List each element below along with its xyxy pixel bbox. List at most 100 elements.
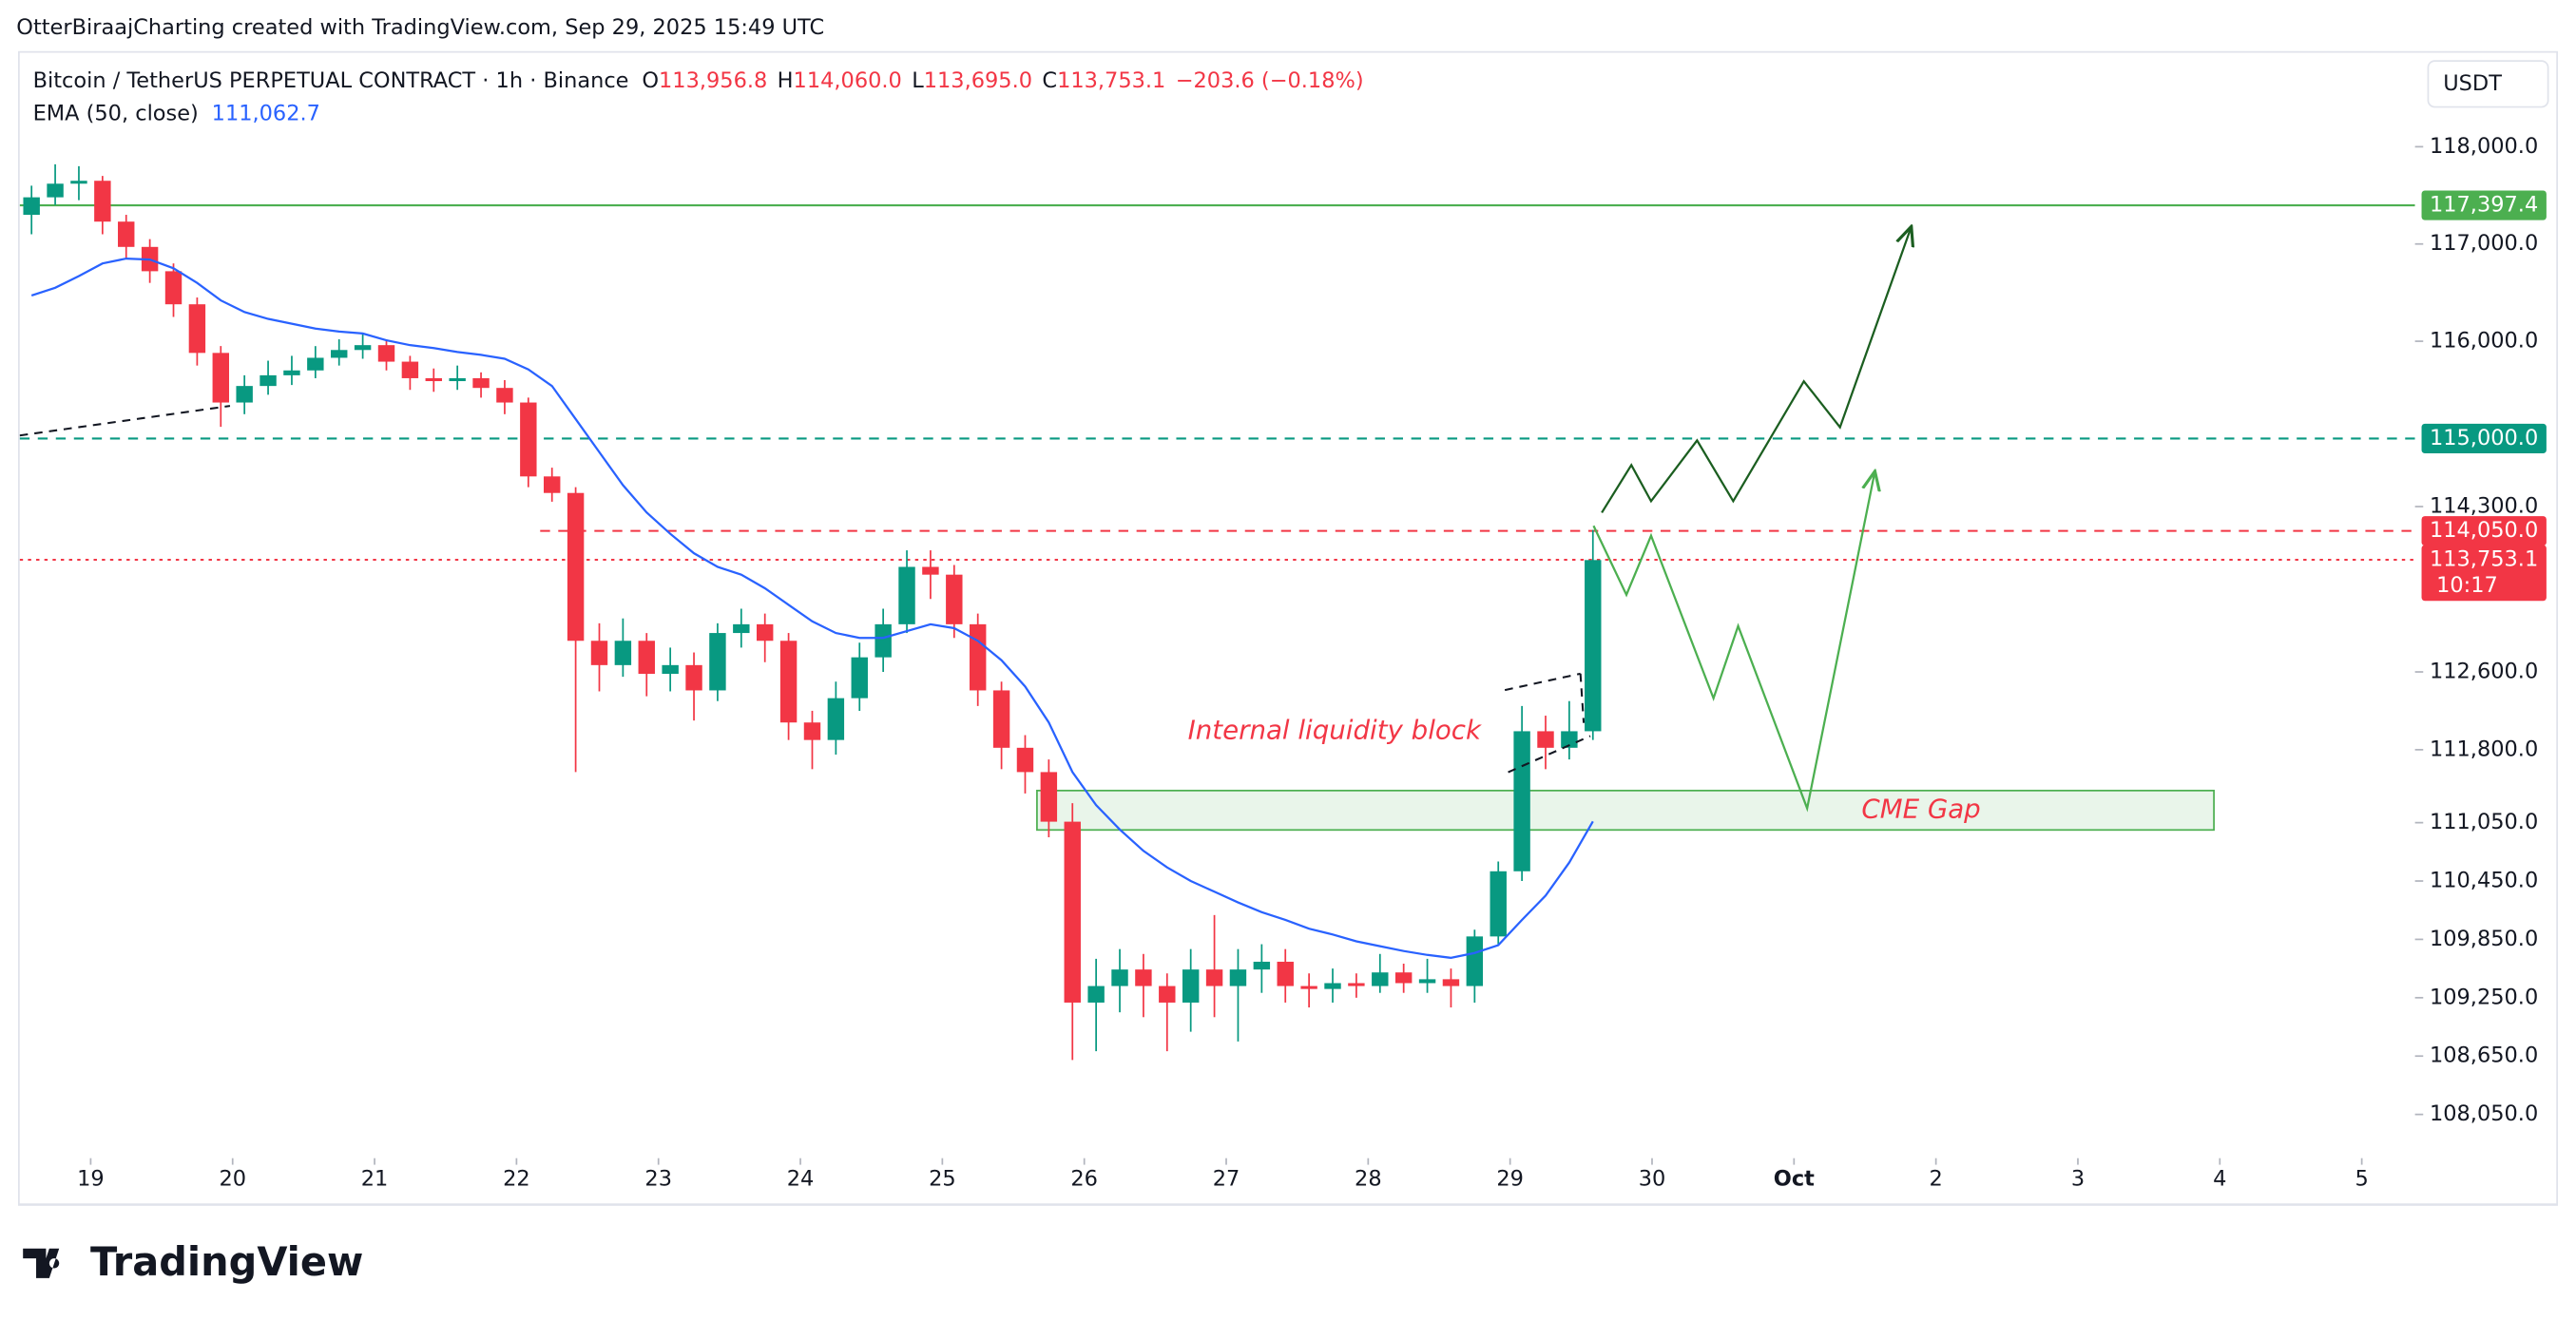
candle-body <box>1135 969 1152 986</box>
change: −203.6 (−0.18%) <box>1176 67 1364 92</box>
annotation: Internal liquidity block <box>1188 714 1482 745</box>
candle-body <box>1229 969 1247 986</box>
logo-text: TradingView <box>90 1239 363 1285</box>
y-tick-label: 109,850.0 <box>2430 927 2538 951</box>
ohlc-value: 113,753.1 <box>1057 67 1165 92</box>
candle-body <box>1253 961 1271 970</box>
candle-body <box>1418 979 1436 984</box>
candle-body <box>1585 560 1602 732</box>
x-tick-label: 27 <box>1213 1167 1240 1192</box>
candle-body <box>1159 986 1176 1003</box>
axes: 108,050.0 108,650.0 109,250.0 109,850.0 110,… <box>77 134 2547 1192</box>
currency-button[interactable] <box>2427 60 2549 108</box>
candle-body <box>614 641 632 665</box>
y-tick-label: 111,800.0 <box>2430 737 2538 761</box>
candle-body <box>307 357 324 371</box>
candle-body <box>662 664 679 675</box>
candle-body <box>898 566 915 624</box>
candle-body <box>23 197 40 216</box>
candle-body <box>851 657 868 699</box>
symbol: Bitcoin / TetherUS PERPETUAL CONTRACT · … <box>33 67 629 92</box>
wedge-upper <box>1504 672 1581 692</box>
y-tick-label: 118,000.0 <box>2430 134 2538 159</box>
candle-body <box>94 181 111 222</box>
ohlc-value: 113,695.0 <box>924 67 1032 92</box>
x-tick-label: 21 <box>361 1167 389 1192</box>
y-tick-label: 108,050.0 <box>2430 1101 2538 1126</box>
price-badge <box>2421 190 2547 220</box>
ohlc-value: 113,956.8 <box>659 67 767 92</box>
candle-body <box>756 623 774 641</box>
price-badge-label: 117,397.4 <box>2430 193 2538 218</box>
x-tick-label: 28 <box>1355 1167 1382 1192</box>
x-tick-label: 30 <box>1639 1167 1666 1192</box>
y-tick-label: 112,600.0 <box>2430 660 2538 684</box>
x-tick-label: 5 <box>2355 1167 2368 1192</box>
x-tick-label: 23 <box>644 1167 672 1192</box>
candle-body <box>1087 986 1105 1003</box>
candle-body <box>1394 972 1413 984</box>
candle-body <box>1111 969 1128 986</box>
zone-label: CME Gap <box>1861 794 1980 825</box>
candle-body <box>212 353 229 403</box>
candle-body <box>827 698 845 740</box>
candle-body <box>992 690 1010 748</box>
candle-body <box>922 566 939 575</box>
countdown: 10:17 <box>2436 573 2498 598</box>
x-tick-label: 25 <box>929 1167 956 1192</box>
candle-body <box>590 641 608 665</box>
candle-body <box>1205 969 1223 986</box>
candle-body <box>472 377 490 389</box>
candle-body <box>1537 731 1554 748</box>
ema-name: EMA (50, close) <box>33 101 199 125</box>
currency[interactable]: USDT <box>2443 71 2502 96</box>
ohlc-key: O <box>642 67 659 92</box>
logo-mark <box>23 1248 60 1278</box>
candle-body <box>1513 731 1530 871</box>
candle-body <box>401 361 419 378</box>
plot-area <box>19 163 2415 1061</box>
candle-body <box>638 641 655 675</box>
header-credit: OtterBiraajCharting created with Trading… <box>16 15 824 40</box>
candle-body <box>496 388 513 403</box>
price-badge <box>2421 423 2547 453</box>
price-badge <box>2421 516 2547 546</box>
candle-body <box>803 722 821 740</box>
x-tick-label: 22 <box>503 1167 530 1192</box>
candle-body <box>733 623 750 634</box>
x-tick-label: 4 <box>2213 1167 2226 1192</box>
candle-body <box>47 183 64 198</box>
candle-body <box>1300 986 1317 989</box>
wedge-lower <box>1508 735 1591 774</box>
candle-body <box>331 350 348 358</box>
candle-body <box>685 664 702 691</box>
candle-body <box>354 345 372 351</box>
drawings <box>19 228 1911 813</box>
trend-line <box>19 405 231 437</box>
ohlc-key: H <box>778 67 794 92</box>
candle-body <box>969 623 987 691</box>
legend: Bitcoin / TetherUS PERPETUAL CONTRACT · … <box>33 67 1364 92</box>
candle-body <box>1466 936 1484 986</box>
candle-body <box>946 574 963 624</box>
price-badge-label: 113,753.1 <box>2430 547 2538 572</box>
candle-body <box>1348 983 1365 986</box>
projection-pullback <box>1592 473 1874 813</box>
candle-body <box>1277 961 1294 986</box>
candle-body <box>118 221 135 247</box>
x-tick-label: 26 <box>1070 1167 1098 1192</box>
candle-body <box>164 271 183 305</box>
ema-line <box>30 257 1594 960</box>
candle-body <box>260 374 277 387</box>
price-badge <box>2421 545 2547 602</box>
projection-bullish <box>1601 228 1911 514</box>
x-tick-label: 24 <box>787 1167 815 1192</box>
candle-body <box>1324 983 1341 989</box>
candle-body <box>425 377 442 382</box>
candle-body <box>70 181 87 184</box>
y-tick-label: 114,300.0 <box>2430 494 2538 519</box>
candle-body <box>236 386 253 403</box>
price-badge-label: 114,050.0 <box>2430 518 2538 543</box>
candle-body <box>1490 871 1507 937</box>
